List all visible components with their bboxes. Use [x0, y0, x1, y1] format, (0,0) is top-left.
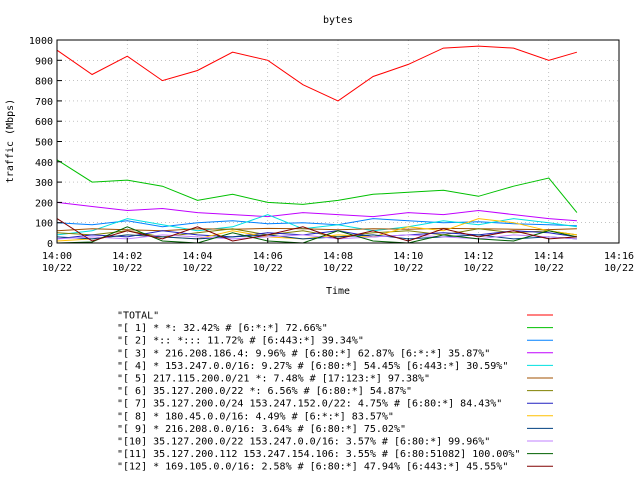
- x-tick-date-label: 10/22: [534, 263, 564, 274]
- legend-label: "[ 6] 35.127.200.0/22 *: 6.56% # [6:80:*…: [117, 386, 412, 397]
- x-tick-time-label: 14:08: [323, 251, 353, 262]
- x-tick-time-label: 14:06: [253, 251, 283, 262]
- x-tick-time-label: 14:16: [604, 251, 634, 262]
- legend-label: "[ 3] * 216.208.186.4: 9.96% # [6:80:*] …: [117, 348, 490, 359]
- y-tick-label: 300: [35, 178, 53, 189]
- legend-label: "[ 7] 35.127.200.0/24 153.247.152.0/22: …: [117, 399, 502, 410]
- series-line-5: [56, 227, 577, 232]
- x-tick-date-label: 10/22: [323, 263, 353, 274]
- legend-label: "[10] 35.127.200.0/22 153.247.0.0/16: 3.…: [117, 437, 490, 448]
- x-tick-date-label: 10/22: [42, 263, 72, 274]
- grid: [57, 40, 619, 243]
- y-tick-label: 100: [35, 219, 53, 230]
- y-axis-label: traffic (Mbps): [5, 99, 16, 183]
- series-line-11: [56, 226, 578, 244]
- legend-label: "TOTAL": [117, 311, 159, 322]
- x-tick-date-label: 10/22: [463, 263, 493, 274]
- legend-label: "[ 9] * 216.208.0.0/16: 3.64% # [6:80:*]…: [117, 424, 406, 435]
- x-tick-date-label: 10/22: [182, 263, 212, 274]
- y-tick-label: 0: [47, 239, 53, 250]
- series-line-4: [56, 214, 577, 236]
- y-tick-label: 900: [35, 56, 53, 67]
- series-line-1: [56, 159, 578, 213]
- x-tick-time-label: 14:04: [182, 251, 212, 262]
- y-tick-label: 200: [35, 198, 53, 209]
- legend-label: "[ 2] *:: *::: 11.72% # [6:443:*] 39.34%…: [117, 336, 364, 347]
- y-tick-label: 1000: [29, 36, 53, 47]
- legend-label: "[ 5] 217.115.200.0/21 *: 7.48% # [17:12…: [117, 374, 430, 385]
- y-tick-label: 400: [35, 158, 53, 169]
- x-tick-date-label: 10/22: [393, 263, 423, 274]
- series-line-0: [56, 45, 578, 102]
- x-tick-date-label: 10/22: [253, 263, 283, 274]
- legend-label: "[ 8] * 180.45.0.0/16: 4.49% # [6:*:*] 8…: [117, 411, 394, 422]
- y-tick-label: 500: [35, 138, 53, 149]
- axis-ticks: 0100200300400500600700800900100014:0010/…: [29, 36, 634, 274]
- x-tick-date-label: 10/22: [604, 263, 634, 274]
- legend-label: "[11] 35.127.200.112 153.247.154.106: 3.…: [117, 449, 520, 460]
- x-tick-time-label: 14:12: [463, 251, 493, 262]
- series-line-2: [56, 218, 577, 228]
- legend-label: "[ 4] * 153.247.0.0/16: 9.27% # [6:80:*]…: [117, 361, 508, 372]
- legend-label: "[ 1] * *: 32.42% # [6:*:*] 72.66%": [117, 323, 328, 334]
- y-tick-label: 700: [35, 97, 53, 108]
- x-tick-date-label: 10/22: [112, 263, 142, 274]
- series-line-3: [56, 201, 577, 222]
- series-lines: [56, 45, 578, 244]
- x-tick-time-label: 14:14: [534, 251, 564, 262]
- legend-label: "[12] * 169.105.0.0/16: 2.58% # [6:80:*]…: [117, 462, 508, 473]
- x-tick-time-label: 14:00: [42, 251, 72, 262]
- series-line-12: [56, 218, 577, 242]
- legend: "TOTAL""[ 1] * *: 32.42% # [6:*:*] 72.66…: [117, 311, 553, 473]
- y-tick-label: 600: [35, 117, 53, 128]
- y-tick-label: 800: [35, 77, 53, 88]
- chart-title: bytes: [323, 15, 353, 26]
- x-tick-time-label: 14:10: [393, 251, 423, 262]
- x-axis-label: Time: [326, 286, 350, 297]
- x-tick-time-label: 14:02: [112, 251, 142, 262]
